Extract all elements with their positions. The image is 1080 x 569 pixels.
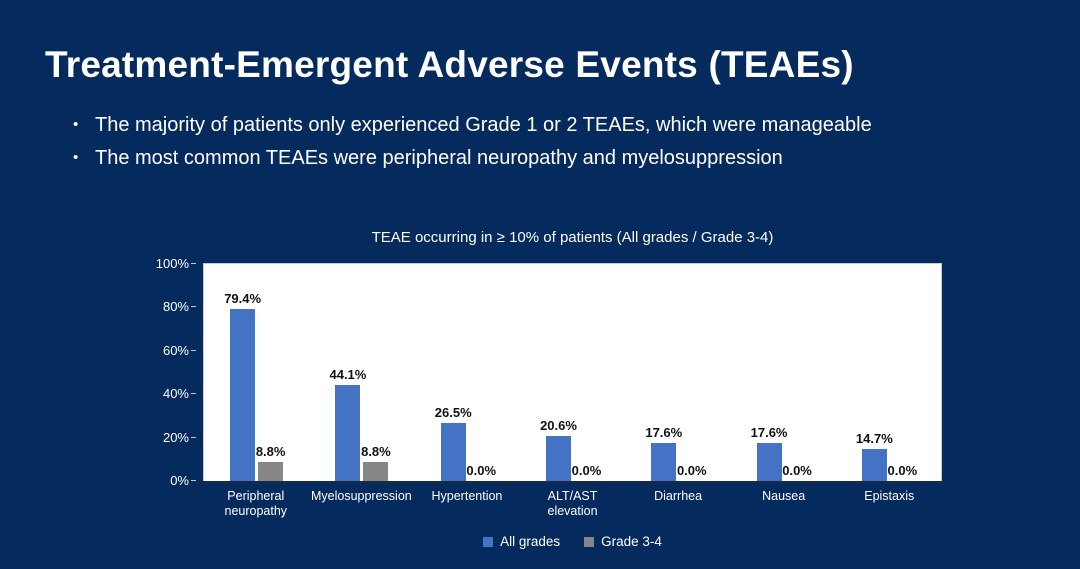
bar-data-label: 8.8% — [255, 444, 286, 459]
y-tick-mark — [191, 306, 196, 308]
y-tick-label: 60% — [162, 342, 189, 358]
y-tick-mark — [191, 263, 196, 264]
bar-data-label: 0.0% — [887, 463, 918, 478]
bullet-item: • The majority of patients only experien… — [73, 113, 872, 137]
bar-data-label: 20.6% — [540, 418, 577, 433]
y-tick-mark — [191, 393, 196, 395]
y-tick-mark — [191, 436, 196, 438]
bullet-text: The majority of patients only experience… — [95, 114, 872, 136]
chart-title: TEAE occurring in ≥ 10% of patients (All… — [371, 229, 774, 246]
x-axis-line — [197, 481, 945, 484]
x-axis-label: ALT/AST elevation — [547, 489, 598, 518]
bar-data-label: 0.0% — [466, 463, 497, 478]
legend-swatch-icon — [584, 536, 595, 547]
bar-grade-3-4 — [258, 462, 284, 481]
x-axis-label: Myelosuppression — [310, 489, 412, 503]
bar-all-grades — [546, 436, 571, 481]
x-axis-label: Hypertention — [431, 489, 503, 503]
y-tick-label: 20% — [162, 429, 189, 445]
legend-label: Grade 3-4 — [601, 534, 662, 549]
y-tick-label: 100% — [155, 256, 189, 271]
bar-data-label: 8.8% — [361, 444, 391, 459]
bar-data-label: 79.4% — [224, 291, 262, 306]
bar-data-label: 14.7% — [855, 431, 893, 446]
bar-all-grades — [230, 309, 256, 481]
bar-grade-3-4 — [363, 462, 389, 481]
slide-title: Treatment-Emergent Adverse Events (TEAEs… — [45, 44, 854, 85]
y-tick-mark — [191, 480, 196, 481]
legend-item-grade-3-4: Grade 3-4 — [584, 534, 662, 549]
bar-all-grades — [440, 423, 466, 481]
x-axis-label: Diarrhea — [654, 489, 703, 503]
bar-data-label: 0.0% — [676, 463, 707, 478]
legend: All grades Grade 3-4 — [203, 534, 942, 549]
bullet-list: • The majority of patients only experien… — [73, 113, 872, 179]
y-tick-mark — [191, 349, 196, 351]
bar-data-label: 0.0% — [782, 463, 812, 478]
legend-swatch-icon — [483, 536, 494, 547]
bullet-item: • The most common TEAEs were peripheral … — [73, 146, 872, 170]
bar-all-grades — [651, 443, 677, 481]
legend-label: All grades — [500, 534, 561, 549]
bar-data-label: 17.6% — [750, 425, 788, 440]
bar-data-label: 26.5% — [434, 405, 472, 420]
bar-data-label: 44.1% — [329, 367, 367, 382]
x-axis-label: Nausea — [762, 489, 806, 503]
bullet-marker-icon: • — [73, 116, 79, 133]
bar-data-label: 0.0% — [571, 463, 602, 478]
x-axis: Peripheral neuropathy Myelosuppression Hyp… — [203, 489, 942, 519]
y-tick-label: 0% — [170, 473, 189, 488]
bullet-marker-icon: • — [73, 149, 79, 166]
y-tick-label: 80% — [162, 299, 189, 315]
bar-all-grades — [756, 443, 782, 481]
y-tick-label: 40% — [162, 386, 189, 402]
bar-all-grades — [861, 449, 887, 481]
legend-item-all-grades: All grades — [483, 534, 560, 549]
y-axis: 0% 20% 40% 60% 80% 100% — [140, 256, 196, 488]
bar-all-grades — [335, 385, 361, 481]
bullet-text: The most common TEAEs were peripheral ne… — [95, 147, 783, 169]
x-axis-label: Peripheral neuropathy — [224, 489, 288, 518]
bar-data-label: 17.6% — [645, 425, 683, 440]
plot-area: 79.4% 8.8% 44.1% 8.8% 26.5% 0.0% 20.6% 0.0% 17.6… — [203, 263, 942, 481]
x-axis-label: Epistaxis — [864, 489, 915, 503]
